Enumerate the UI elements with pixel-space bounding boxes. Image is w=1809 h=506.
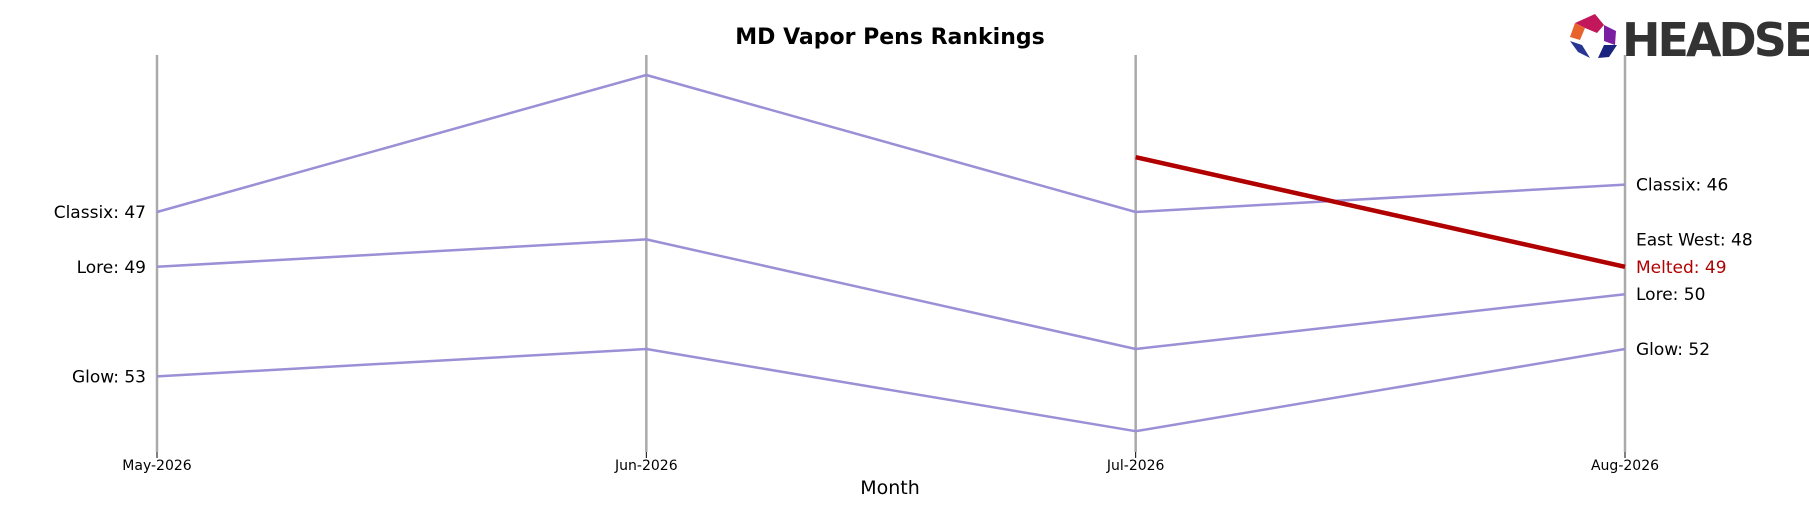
right-end-label: Glow: 52: [1636, 340, 1710, 360]
x-axis-label: Month: [860, 477, 920, 499]
x-axis-ticks: May-2026 Jun-2026 Jul-2026 Aug-2026: [122, 452, 1659, 474]
left-end-label: Glow: 53: [72, 367, 146, 387]
series-line-glow: [156, 347, 1626, 433]
right-end-label: Classix: 46: [1636, 176, 1728, 196]
x-tick-label: Jun-2026: [614, 458, 678, 474]
x-tick-label: Aug-2026: [1591, 458, 1659, 474]
headset-logo: HEADSET: [1570, 13, 1809, 67]
chart-title: MD Vapor Pens Rankings: [735, 25, 1044, 50]
series-line-classix: [156, 73, 1626, 214]
series-line-lore: [156, 238, 1626, 351]
left-end-label: Lore: 49: [77, 258, 146, 278]
right-end-label: East West: 48: [1636, 230, 1753, 250]
right-end-label: Melted: 49: [1636, 258, 1727, 278]
headset-logo-mark: [1570, 14, 1617, 58]
series-line-melted: [1135, 155, 1626, 269]
end-labels: Classix: 47 Lore: 49 Glow: 53 Classix: 46 Ea…: [54, 176, 1753, 388]
month-gridlines: [155, 55, 1627, 452]
x-tick-label: May-2026: [122, 458, 191, 474]
right-end-label: Lore: 50: [1636, 285, 1705, 305]
headset-logo-text: HEADSET: [1622, 13, 1809, 67]
left-end-label: Classix: 47: [54, 203, 146, 223]
series-lines: [156, 73, 1626, 433]
x-tick-label: Jul-2026: [1106, 458, 1165, 474]
